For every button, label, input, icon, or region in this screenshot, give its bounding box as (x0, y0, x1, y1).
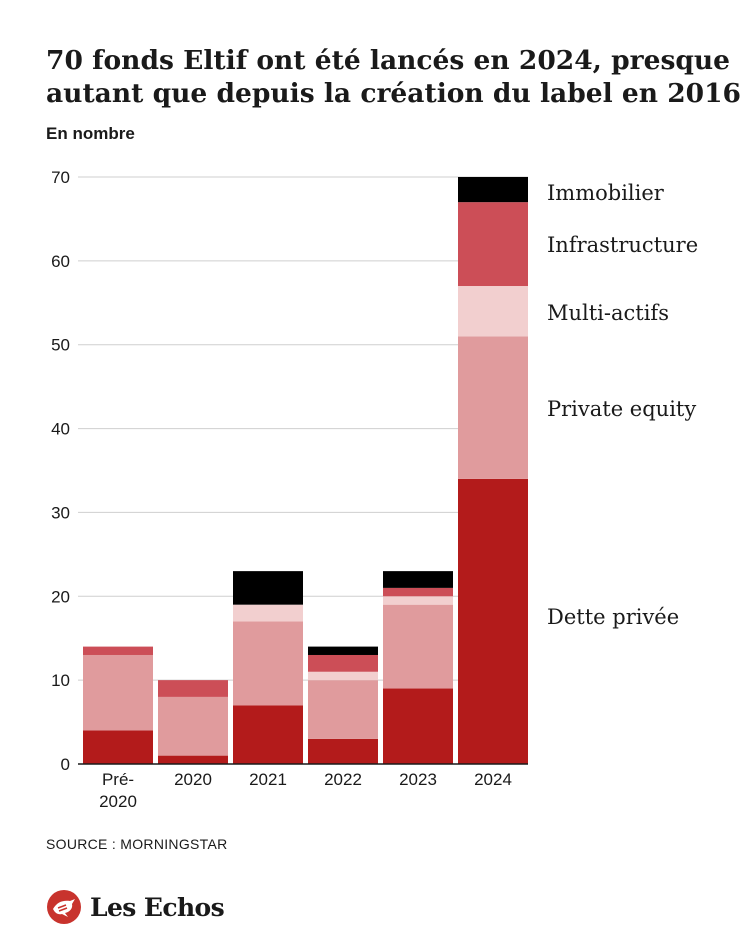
chart-subtitle: En nombre (46, 124, 135, 143)
y-tick-label: 0 (61, 755, 70, 774)
x-tick-label: 2021 (249, 770, 287, 789)
brand-wordmark: Les Echos (90, 892, 225, 922)
legend-label: Private equity (547, 397, 696, 421)
bar-segment (158, 680, 228, 697)
bar-segment (308, 738, 378, 764)
y-tick-label: 20 (51, 587, 70, 606)
y-tick-label: 40 (51, 420, 70, 439)
chart-title: 70 fonds Eltif ont été lancés en 2024, p… (46, 44, 741, 110)
chart-title-line-2: autant que depuis la création du label e… (46, 78, 741, 109)
les-echos-logo-icon (47, 890, 81, 924)
source-note: SOURCE : MORNINGSTAR (46, 836, 228, 852)
bar-segment (83, 730, 153, 764)
bar-segment (308, 671, 378, 681)
legend-label: Dette privée (547, 605, 679, 629)
bar-segment (458, 177, 528, 203)
legend-label: Immobilier (547, 181, 665, 205)
bar-segment (158, 755, 228, 764)
bar-segment (83, 654, 153, 731)
bar-segment (233, 705, 303, 764)
bar-segment (458, 202, 528, 287)
x-tick-label: 2020 (174, 770, 212, 789)
bar-segment (308, 680, 378, 739)
bar-segment (308, 654, 378, 672)
y-tick-label: 60 (51, 252, 70, 271)
x-tick-label: 2023 (399, 770, 437, 789)
bar-segment (458, 478, 528, 764)
chart-title-line-1: 70 fonds Eltif ont été lancés en 2024, p… (46, 45, 731, 76)
bar-segment (233, 621, 303, 706)
y-tick-label: 10 (51, 671, 70, 690)
bar-segment (383, 688, 453, 764)
y-tick-label: 50 (51, 336, 70, 355)
brand-logo: Les Echos (46, 887, 225, 927)
bar-segment (383, 596, 453, 605)
y-tick-label: 70 (51, 168, 70, 187)
x-tick-label: 2022 (324, 770, 362, 789)
bar-segment (233, 604, 303, 622)
bar-segment (233, 571, 303, 605)
bar-segment (383, 571, 453, 588)
bar-segment (383, 587, 453, 597)
legend-label: Infrastructure (547, 233, 698, 257)
bar-segment (83, 646, 153, 655)
legend-label: Multi-actifs (547, 301, 669, 325)
y-tick-label: 30 (51, 503, 70, 522)
bar-segment (158, 696, 228, 756)
stacked-bar-chart: 0 10 20 30 40 50 60 70 Pré- 2020 2020 2021 2022 2023 2… (51, 168, 698, 811)
bar-segment (458, 286, 528, 337)
bar-segment (308, 646, 378, 655)
x-tick-label: 2020 (99, 792, 137, 811)
bar-segment (458, 336, 528, 479)
x-tick-label: 2024 (474, 770, 512, 789)
bar-segment (383, 604, 453, 689)
x-tick-label: Pré- (102, 770, 134, 789)
